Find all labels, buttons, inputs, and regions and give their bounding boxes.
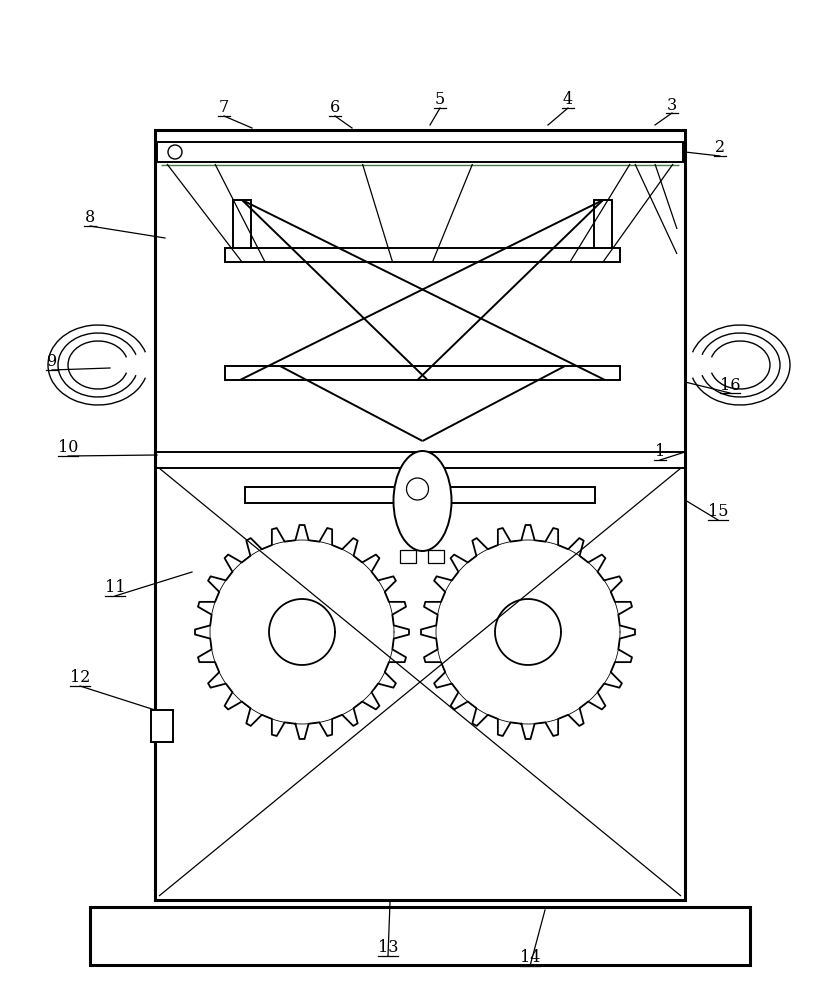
Text: 5: 5: [435, 92, 445, 108]
Bar: [90, 907, 750, 965]
Bar: [400, 550, 416, 563]
Bar: [429, 550, 445, 563]
Text: 1: 1: [655, 444, 666, 460]
Bar: [225, 366, 620, 380]
Text: 13: 13: [378, 940, 399, 956]
Bar: [225, 248, 620, 262]
Text: 7: 7: [219, 100, 229, 116]
Bar: [157, 142, 683, 162]
Text: 8: 8: [85, 210, 95, 227]
Circle shape: [436, 540, 620, 724]
Bar: [155, 130, 685, 900]
Bar: [151, 710, 173, 742]
Text: 2: 2: [715, 139, 725, 156]
Text: 14: 14: [520, 950, 540, 966]
Text: 15: 15: [708, 504, 728, 520]
Text: 6: 6: [330, 100, 340, 116]
Text: 12: 12: [70, 670, 90, 686]
Text: 4: 4: [563, 92, 573, 108]
Text: 9: 9: [47, 354, 57, 370]
Text: 11: 11: [105, 580, 125, 596]
Text: 10: 10: [58, 440, 78, 456]
Text: 16: 16: [720, 376, 741, 393]
Bar: [233, 200, 251, 248]
Circle shape: [210, 540, 394, 724]
Ellipse shape: [394, 451, 451, 551]
Bar: [245, 487, 595, 503]
Text: 3: 3: [667, 97, 677, 113]
Bar: [594, 200, 612, 248]
